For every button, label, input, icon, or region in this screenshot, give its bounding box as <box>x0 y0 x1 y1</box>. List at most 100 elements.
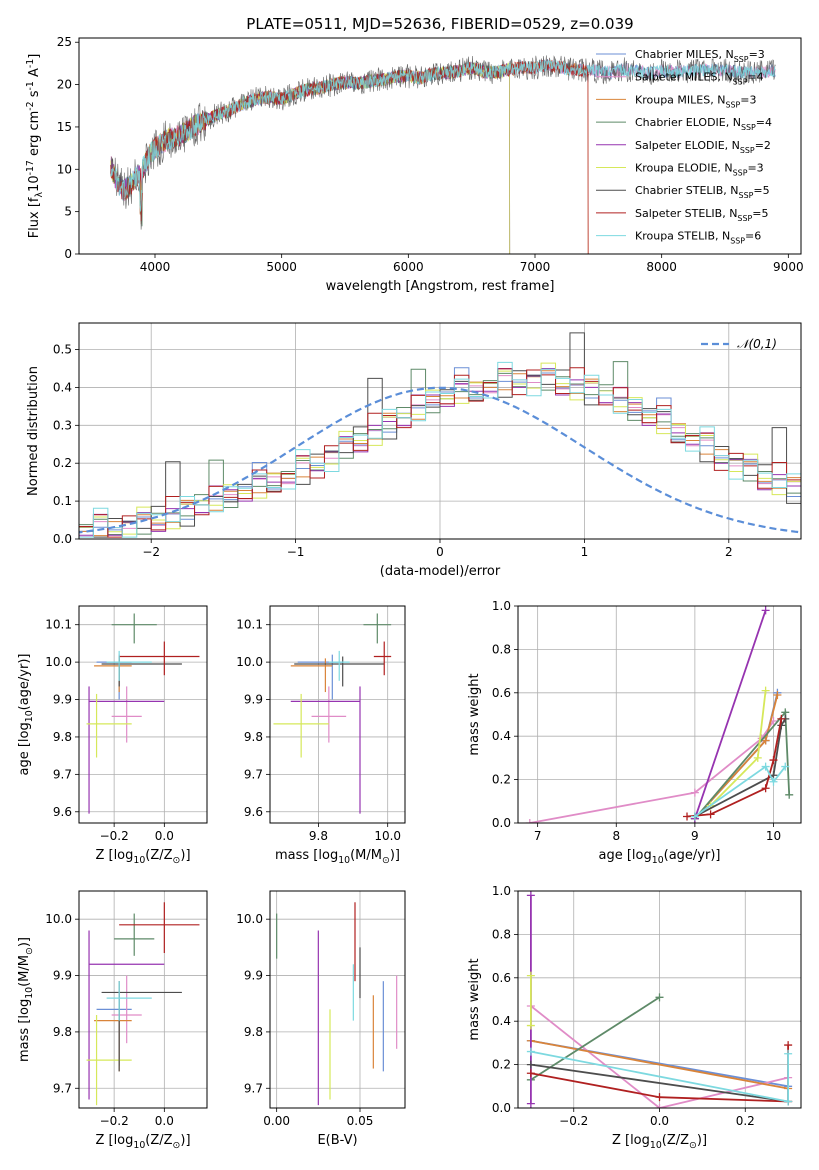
plot-area <box>110 55 776 254</box>
axes-frame <box>78 890 208 1109</box>
y-tick-label: 1.0 <box>492 884 511 898</box>
y-tick-label: 9.7 <box>53 1081 72 1095</box>
legend-entry: Salpeter STELIB, NSSP​=5 <box>635 207 768 223</box>
x-tick-label: −0.2 <box>559 1114 588 1128</box>
plot-area <box>86 613 200 814</box>
y-tick-label: 0.3 <box>53 418 72 432</box>
x-tick-label: 0.0 <box>650 1114 669 1128</box>
y-tick-label: 10.1 <box>236 618 263 632</box>
y-tick-label: 0.6 <box>492 686 511 700</box>
plot-area <box>276 902 398 1106</box>
weight-marker <box>526 1069 535 1078</box>
y-tick-label: 0.4 <box>492 1014 511 1028</box>
x-axis-label: Z [log10​(Z/Z⊙​)] <box>612 1133 707 1151</box>
weight-marker <box>655 1093 664 1102</box>
weight-line <box>694 765 787 818</box>
age-vs-mass-panel: 9.8 10.0 9.6 9.7 9.8 9.9 10.0 10.1 mass [log10​(… <box>236 605 406 866</box>
weight-marker <box>761 686 770 695</box>
y-tick-label: 15 <box>57 120 72 134</box>
y-tick-label: 0.4 <box>53 380 72 394</box>
y-tick-label: 9.9 <box>53 693 72 707</box>
x-axis-label: mass [log10​(M/M⊙​)] <box>275 848 400 866</box>
y-tick-label: 0.0 <box>53 532 72 546</box>
y-tick-label: 9.9 <box>53 969 72 983</box>
legend-entry: Kroupa STELIB, NSSP​=6 <box>635 230 761 246</box>
y-tick-label: 9.8 <box>244 730 263 744</box>
weight-line <box>530 1063 789 1103</box>
axes-frame <box>78 37 802 255</box>
weight-marker <box>526 891 535 900</box>
histogram-series <box>79 361 801 539</box>
x-axis-label: (data-model)/error <box>380 564 501 579</box>
weight-marker <box>769 777 778 786</box>
x-tick-label: −0.2 <box>100 829 129 843</box>
axes-frame <box>517 605 802 824</box>
spectrum-line <box>110 58 589 254</box>
legend-entry: Kroupa ELODIE, NSSP​=3 <box>635 162 764 178</box>
legend-entry: Salpeter MILES, NSSP​=4 <box>635 71 764 87</box>
y-axis-label: mass [log10​(M/M⊙​)] <box>17 937 35 1062</box>
mass-weight-vs-metallicity-panel: −0.2 0.0 0.2 0.0 0.2 0.4 0.6 0.8 1.0 Z [log10​(Z/… <box>467 884 802 1151</box>
weight-line <box>694 694 779 820</box>
y-tick-label: 0.2 <box>492 1058 511 1072</box>
y-tick-label: 10.0 <box>236 912 263 926</box>
plot-area <box>273 613 392 814</box>
weight-marker <box>784 1097 793 1106</box>
weight-marker <box>655 1104 664 1108</box>
x-axis-label: wavelength [Angstrom, rest frame] <box>326 279 555 294</box>
y-tick-label: 0.4 <box>492 729 511 743</box>
y-tick-label: 0.0 <box>492 1101 511 1115</box>
weight-marker <box>683 812 692 821</box>
weight-marker <box>761 736 770 745</box>
x-tick-label: 4000 <box>140 260 171 274</box>
axes-frame <box>517 890 802 1109</box>
weight-marker <box>526 1099 535 1108</box>
weight-marker <box>784 1041 793 1050</box>
plot-area <box>79 332 801 539</box>
y-tick-label: 10 <box>57 162 72 176</box>
weight-marker <box>526 971 535 980</box>
weight-marker <box>526 1047 535 1056</box>
y-tick-label: 0.8 <box>492 927 511 941</box>
x-tick-label: 5000 <box>266 260 297 274</box>
x-tick-label: 0.00 <box>263 1114 290 1128</box>
axes-frame <box>78 605 208 824</box>
axes-frame <box>269 890 406 1109</box>
histogram-series <box>79 367 801 539</box>
weight-marker <box>655 993 664 1002</box>
x-tick-label: −0.2 <box>100 1114 129 1128</box>
y-tick-label: 9.6 <box>244 805 263 819</box>
y-tick-label: 0.8 <box>492 642 511 656</box>
y-tick-label: 9.8 <box>244 1025 263 1039</box>
x-axis-label: Z [log10​(Z/Z⊙​)] <box>95 1133 190 1151</box>
y-axis-label: mass weight <box>467 958 482 1040</box>
spectrum-line <box>110 59 589 254</box>
weight-marker <box>526 1060 535 1069</box>
y-tick-label: 10.0 <box>45 912 72 926</box>
x-tick-label: 0.0 <box>155 829 174 843</box>
y-tick-label: 9.9 <box>244 969 263 983</box>
y-tick-label: 9.8 <box>53 1025 72 1039</box>
weight-line <box>694 610 767 819</box>
weight-line <box>694 718 787 818</box>
x-tick-label: −1 <box>287 545 305 559</box>
plot-area <box>526 891 793 1108</box>
weight-line <box>694 692 779 820</box>
y-tick-label: 10.0 <box>45 655 72 669</box>
x-axis-label: Z [log10​(Z/Z⊙​)] <box>95 848 190 866</box>
figure-title: PLATE=0511, MJD=52636, FIBERID=0529, z=0… <box>246 15 633 33</box>
legend-entry: 𝒩(0,1) <box>737 337 777 351</box>
x-tick-label: 10 <box>766 829 781 843</box>
y-tick-label: 0 <box>64 247 72 261</box>
x-tick-label: 8000 <box>646 260 677 274</box>
legend-entry: Salpeter ELODIE, NSSP​=2 <box>635 139 771 155</box>
plot-area <box>525 606 794 823</box>
y-tick-label: 20 <box>57 78 72 92</box>
weight-marker <box>785 790 794 799</box>
y-tick-label: 0.2 <box>53 456 72 470</box>
y-tick-label: 0.0 <box>492 816 511 830</box>
weight-line <box>530 1039 789 1090</box>
x-tick-label: 0.2 <box>736 1114 755 1128</box>
y-tick-label: 10.0 <box>236 655 263 669</box>
